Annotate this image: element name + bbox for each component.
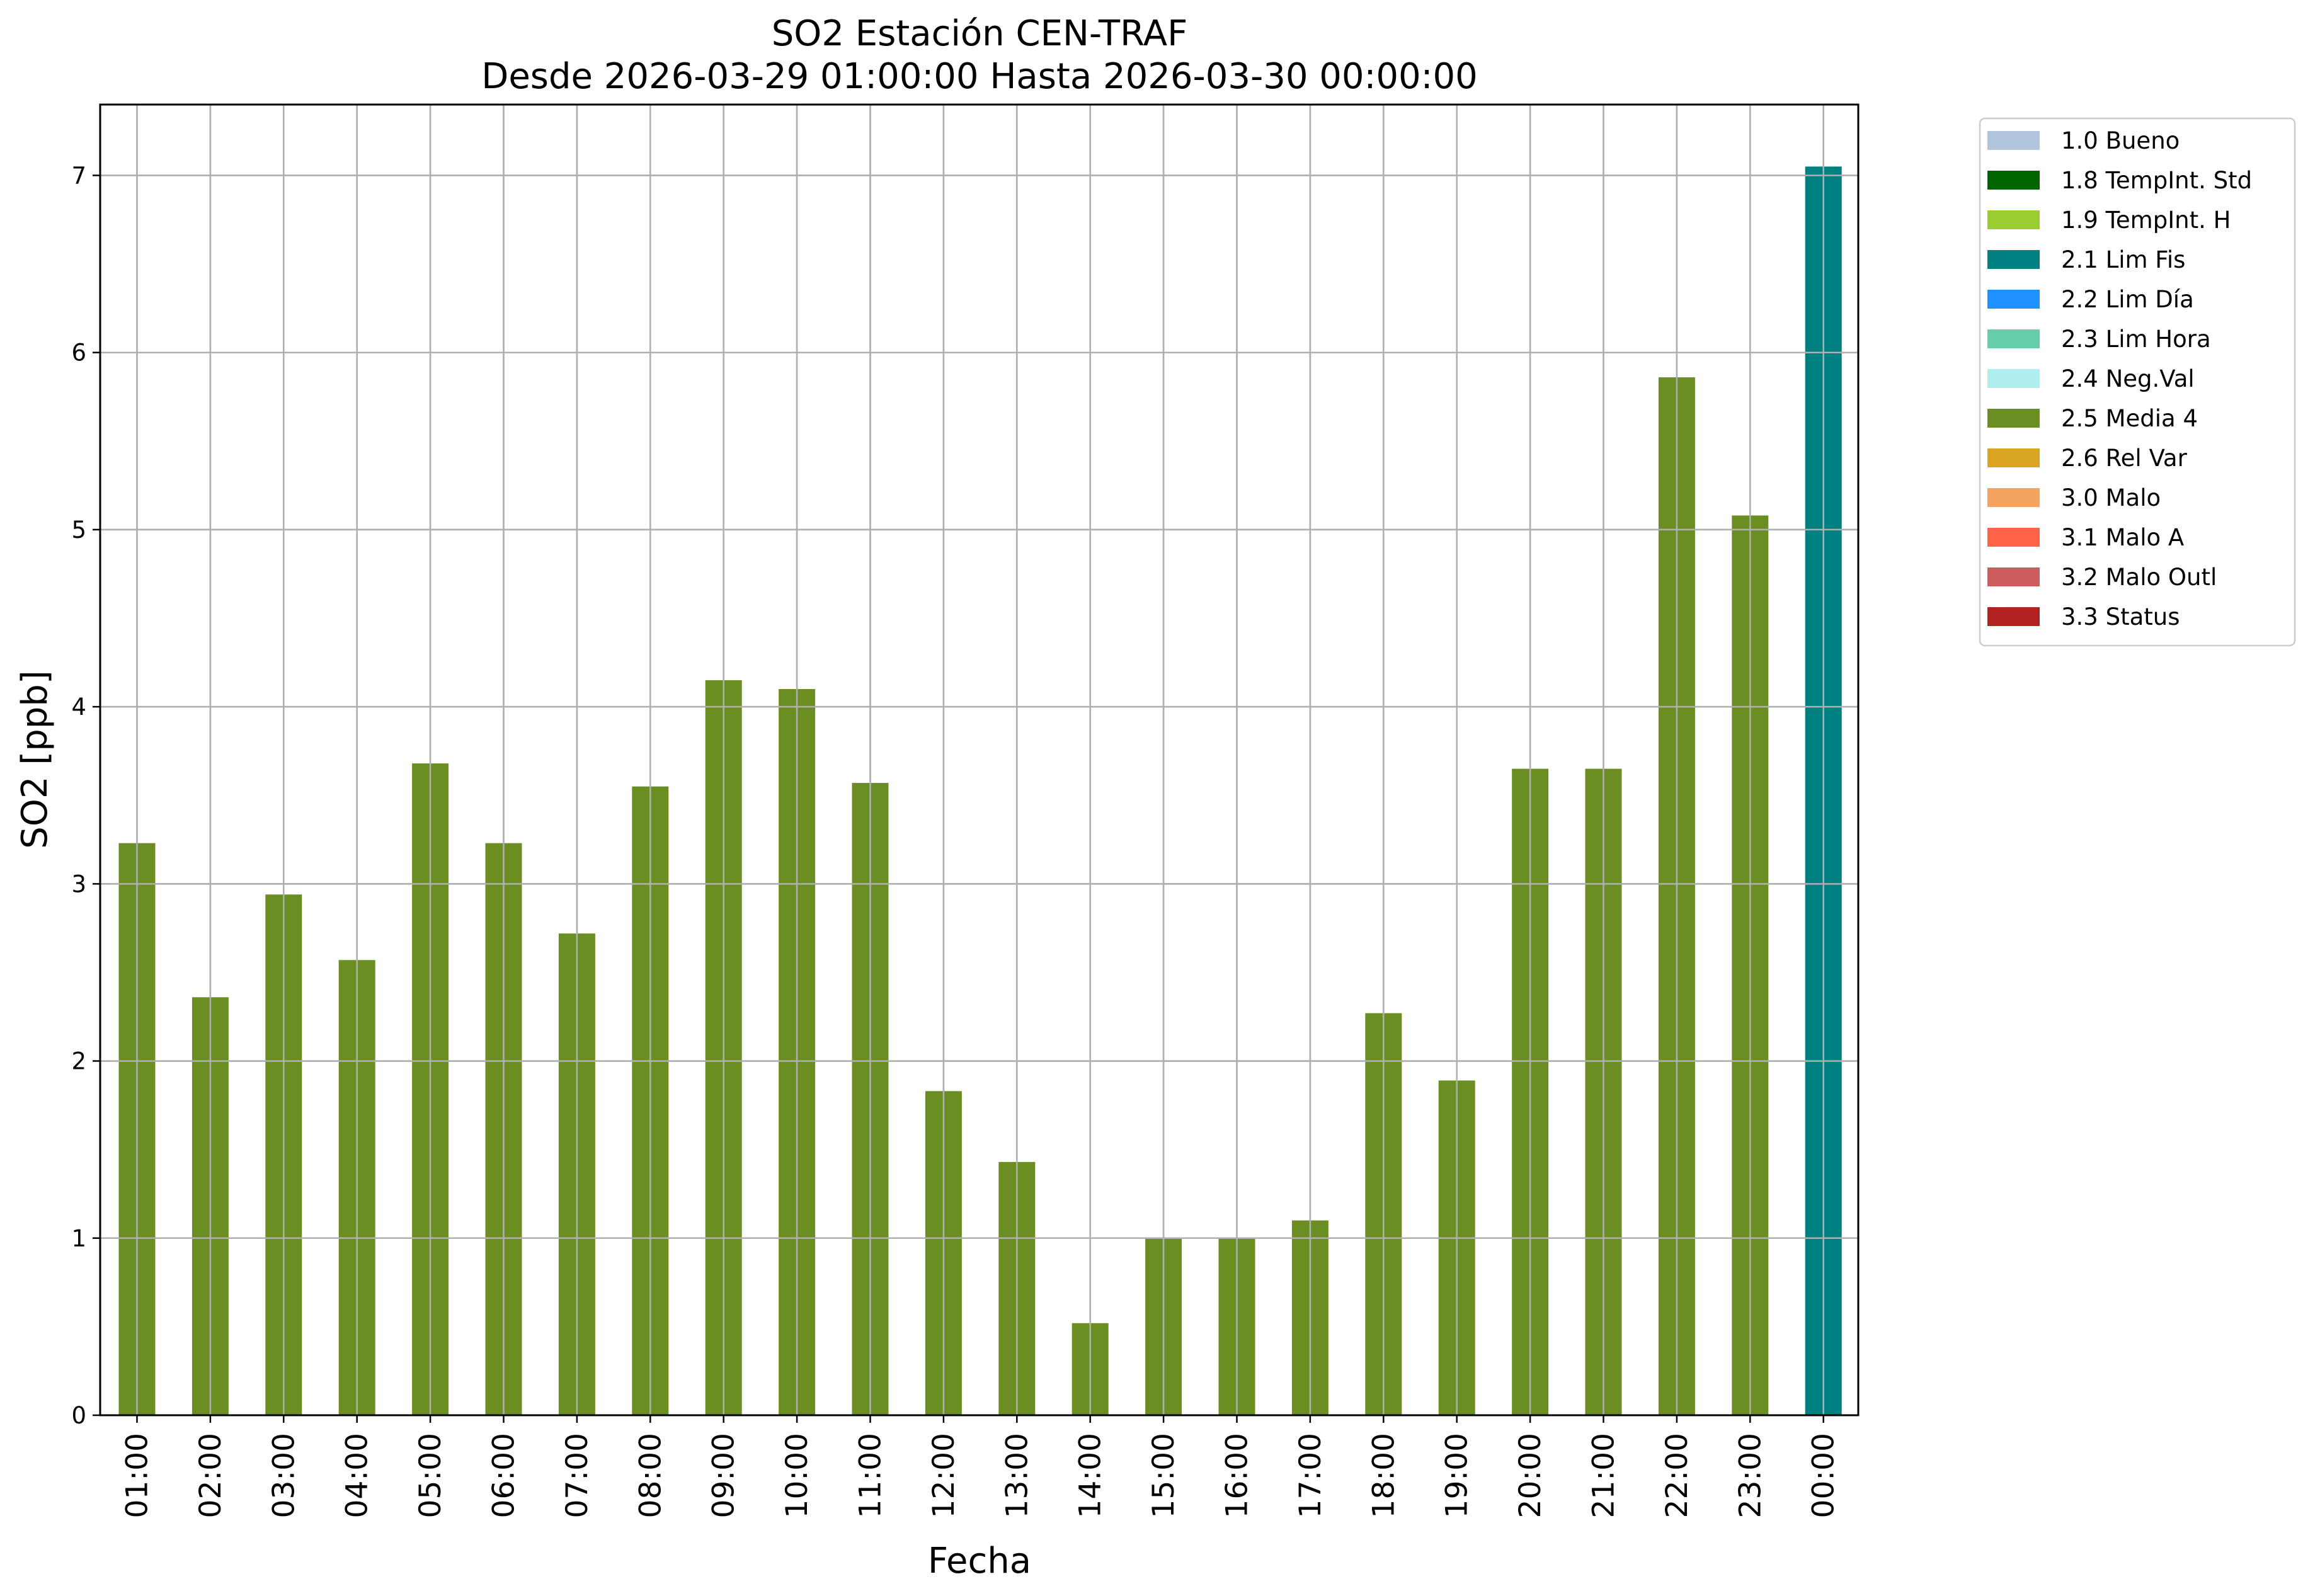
legend-swatch [1987, 567, 2040, 586]
legend: 1.0 Bueno 1.8 TempInt. Std 1.9 TempInt. H 2… [1979, 117, 2296, 647]
chart-subtitle: Desde 2026-03-29 01:00:00 Hasta 2026-03-… [481, 56, 1478, 97]
x-tick-label: 08:00 [633, 1433, 668, 1518]
legend-swatch [1987, 290, 2040, 309]
x-tick-label: 01:00 [120, 1433, 155, 1518]
x-tick-label: 07:00 [560, 1433, 595, 1518]
x-axis-label: Fecha [928, 1541, 1031, 1582]
y-tick-label: 0 [71, 1402, 86, 1429]
legend-frame [1979, 117, 2296, 647]
legend-swatch [1987, 131, 2040, 150]
x-tick-label: 19:00 [1440, 1433, 1475, 1518]
legend-entry-label: 2.3 Lim Hora [2061, 326, 2211, 353]
x-tick-label: 12:00 [927, 1433, 961, 1518]
bars [100, 105, 1858, 1416]
legend-swatch [1987, 409, 2040, 428]
legend-entry-label: 2.4 Neg.Val [2061, 365, 2195, 392]
y-tick-label: 2 [71, 1048, 86, 1075]
x-tick-label: 00:00 [1807, 1433, 1841, 1518]
x-tick-label: 10:00 [780, 1433, 814, 1518]
x-tick-label: 21:00 [1587, 1433, 1621, 1518]
legend-swatch [1987, 448, 2040, 467]
x-tick-label: 05:00 [413, 1433, 448, 1518]
legend-entry-label: 2.6 Rel Var [2061, 445, 2188, 472]
x-tick-label: 23:00 [1733, 1433, 1768, 1518]
legend-entry-label: 3.2 Malo Outl [2061, 564, 2217, 591]
x-axis: 01:00 02:00 03:00 04:00 05:00 06:00 07:00 08:00… [120, 1415, 1841, 1518]
legend-swatch [1987, 369, 2040, 388]
legend-entry-label: 1.9 TempInt. H [2061, 207, 2231, 234]
legend-entry-label: 1.8 TempInt. Std [2061, 167, 2252, 194]
y-tick-label: 4 [71, 693, 86, 721]
legend-swatch [1987, 210, 2040, 229]
legend-swatch [1987, 250, 2040, 269]
plot-frame [99, 103, 1860, 1416]
x-tick-label: 13:00 [1000, 1433, 1034, 1518]
y-tick-label: 1 [71, 1225, 86, 1252]
x-tick-label: 15:00 [1146, 1433, 1181, 1518]
x-tick-label: 04:00 [340, 1433, 375, 1518]
y-axis-label: SO2 [ppb] [14, 670, 55, 848]
x-tick-label: 09:00 [707, 1433, 741, 1518]
y-tick-label: 7 [71, 162, 86, 189]
y-tick-label: 6 [71, 339, 86, 367]
legend-entry-label: 2.1 Lim Fis [2061, 246, 2185, 273]
y-tick-label: 5 [71, 516, 86, 544]
x-tick-label: 20:00 [1513, 1433, 1548, 1518]
x-tick-label: 22:00 [1660, 1433, 1694, 1518]
y-tick-label: 3 [71, 870, 86, 898]
legend-swatch [1987, 329, 2040, 348]
legend-entry-label: 3.1 Malo A [2061, 524, 2184, 551]
legend-entry-label: 2.5 Media 4 [2061, 405, 2198, 432]
legend-swatch [1987, 528, 2040, 547]
x-tick-label: 16:00 [1220, 1433, 1255, 1518]
legend-swatch [1987, 607, 2040, 626]
x-tick-label: 17:00 [1293, 1433, 1328, 1518]
legend-swatch [1987, 171, 2040, 190]
x-tick-label: 02:00 [193, 1433, 228, 1518]
x-tick-label: 03:00 [266, 1433, 301, 1518]
x-tick-label: 06:00 [487, 1433, 522, 1518]
legend-swatch [1987, 488, 2040, 507]
y-axis: 0 1 2 3 4 5 6 7 [71, 162, 100, 1429]
legend-entry-label: 3.0 Malo [2061, 484, 2161, 511]
legend-entry-label: 3.3 Status [2061, 603, 2180, 630]
x-tick-label: 14:00 [1073, 1433, 1108, 1518]
x-tick-label: 18:00 [1366, 1433, 1401, 1518]
legend-entry-label: 1.0 Bueno [2061, 127, 2180, 154]
x-tick-label: 11:00 [854, 1433, 888, 1518]
legend-entry-label: 2.2 Lim Día [2061, 286, 2194, 313]
chart-title: SO2 Estación CEN-TRAF [772, 13, 1188, 54]
